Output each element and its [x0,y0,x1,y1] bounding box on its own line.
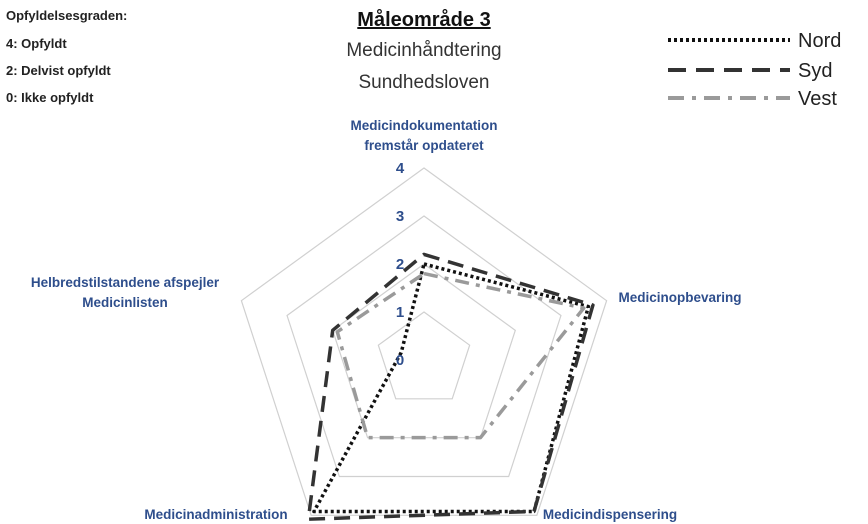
tick-label-3: 3 [396,208,404,225]
axis-label-4-line-1: Medicinadministration [144,507,287,522]
tick-label-4: 4 [396,160,405,177]
series-nord [312,262,591,514]
grid-ring-3 [286,215,562,478]
scale-legend-heading: Opfyldelsesgraden: [6,8,127,23]
legend-label-syd: Syd [798,60,832,82]
axis-label-1-line-2: fremstår opdateret [364,138,484,153]
axis-label-1-line-1: Medicindokumentation [350,118,497,133]
series-legend: Nord Syd Vest [668,30,841,110]
legend-label-vest: Vest [798,88,837,110]
axis-label-5-line-2: Medicinlisten [82,295,168,310]
tick-label-0: 0 [396,352,404,369]
axis-label-2-line-1: Medicinopbevaring [618,290,741,305]
tick-label-2: 2 [396,256,404,273]
chart-subtitle-line-2: Sundhedsloven [359,72,490,93]
scale-legend-item-4: 4: Opfyldt [6,36,67,51]
chart-title: Måleområde 3 [357,8,490,31]
series-syd [306,252,595,521]
radar-series [306,252,595,521]
radar-tick-labels: 0 1 2 3 4 [396,160,405,369]
radar-axis-labels: Medicindokumentation fremstår opdateret Me… [31,118,742,522]
tick-label-1: 1 [396,304,404,321]
grid-ring-1 [377,311,471,400]
scale-legend-item-0: 0: Ikke opfyldt [6,90,94,105]
axis-label-3-line-1: Medicindispensering [543,507,677,522]
chart-subtitle-line-1: Medicinhåndtering [346,40,501,61]
radar-grid [240,167,608,516]
scale-legend-item-2: 2: Delvist opfyldt [6,63,111,78]
axis-label-5-line-1: Helbredstilstandene afspejler [31,275,220,290]
legend-label-nord: Nord [798,30,841,52]
series-vest [335,271,586,440]
